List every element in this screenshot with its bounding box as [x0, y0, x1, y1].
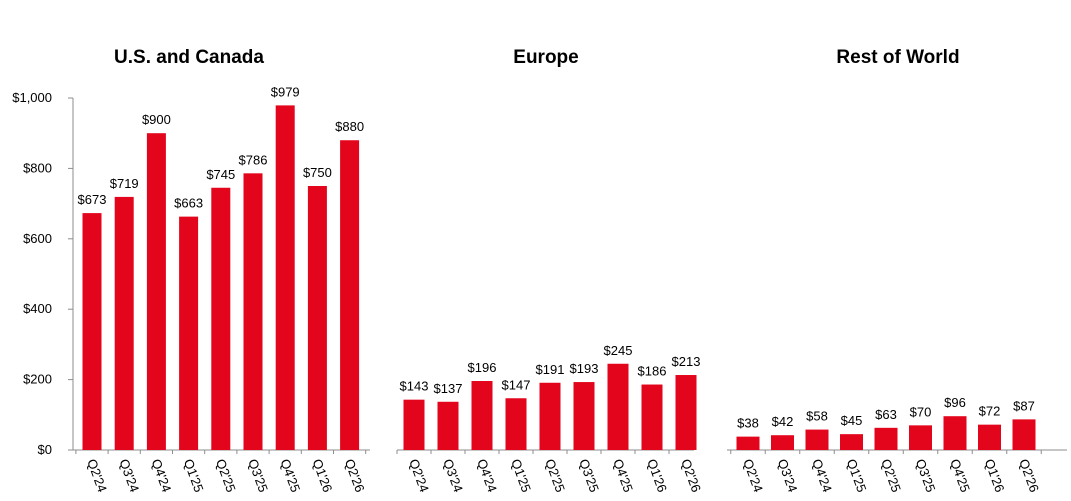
panel-title: U.S. and Canada [114, 47, 264, 68]
data-label: $186 [638, 364, 667, 379]
x-tick-label: Q4'25 [947, 457, 973, 494]
x-tick-label: Q2'25 [878, 457, 904, 494]
x-tick-label: Q2'25 [213, 457, 239, 494]
x-tick-label: Q2'24 [740, 457, 766, 494]
data-label: $72 [979, 404, 1001, 419]
data-label: $147 [502, 377, 531, 392]
panel-europe: Europe $143 Q2'24 $137 Q3'24 $196 Q4'24 $147 Q1… [396, 47, 704, 494]
bar [437, 401, 459, 450]
panel-title: Europe [513, 47, 578, 68]
x-tick-label: Q2'26 [342, 457, 368, 494]
bar [340, 140, 360, 451]
data-label: $137 [434, 381, 463, 396]
x-tick-label: Q1'25 [181, 457, 207, 494]
data-label: $96 [944, 395, 966, 410]
y-axis: $0 $200 $400 $600 $800 $1,000 [12, 90, 74, 457]
x-tick-label: Q4'24 [149, 457, 175, 494]
data-label: $213 [672, 354, 701, 369]
data-label: $42 [772, 414, 794, 429]
bar [82, 213, 102, 450]
x-tick-label: Q4'25 [610, 457, 636, 494]
data-label: $719 [110, 176, 139, 191]
data-label: $63 [875, 407, 897, 422]
x-tick-label: Q3'25 [245, 457, 271, 494]
bar [978, 424, 1001, 450]
bar [539, 382, 561, 450]
data-label: $70 [910, 404, 932, 419]
bar [607, 363, 629, 450]
bar [403, 399, 425, 450]
bar [805, 429, 829, 450]
y-tick-label: $800 [23, 160, 52, 175]
x-tick-label: Q2'24 [406, 457, 432, 494]
x-tick-label: Q3'25 [913, 457, 939, 494]
bar [675, 375, 697, 450]
bar [243, 173, 263, 450]
data-label: $979 [271, 84, 300, 99]
data-label: $750 [303, 165, 332, 180]
bar [146, 133, 166, 450]
x-tick-label: Q1'26 [982, 457, 1008, 494]
bar [736, 436, 760, 450]
y-tick-label: $600 [23, 231, 52, 246]
data-label: $38 [737, 416, 759, 431]
data-label: $786 [239, 152, 268, 167]
x-tick-label: Q2'25 [542, 457, 568, 494]
x-tick-label: Q1'26 [644, 457, 670, 494]
data-label: $87 [1013, 398, 1035, 413]
x-tick-label: Q4'24 [809, 457, 835, 494]
bar [909, 425, 932, 450]
y-tick-label: $400 [23, 301, 52, 316]
x-tick-label: Q2'26 [678, 457, 704, 494]
bar [505, 398, 527, 450]
data-label: $191 [536, 362, 565, 377]
bar [1012, 419, 1036, 450]
data-label: $245 [604, 343, 633, 358]
bar [874, 427, 898, 450]
x-tick-label: Q4'25 [277, 457, 303, 494]
data-label: $193 [570, 361, 599, 376]
x-tick-label: Q1'25 [844, 457, 870, 494]
x-tick-label: Q3'24 [440, 457, 466, 494]
data-label: $58 [806, 409, 828, 424]
x-tick-label: Q4'24 [474, 457, 500, 494]
bar [641, 384, 663, 450]
data-label: $900 [142, 112, 171, 127]
x-tick-label: Q3'24 [116, 457, 142, 494]
data-label: $45 [841, 413, 863, 428]
data-label: $663 [174, 196, 203, 211]
bar [943, 416, 967, 450]
bar [179, 216, 199, 450]
data-label: $880 [335, 119, 364, 134]
x-tick-label: Q1'25 [508, 457, 534, 494]
x-tick-label: Q2'26 [1016, 457, 1042, 494]
x-tick-label: Q3'24 [775, 457, 801, 494]
y-tick-label: $200 [23, 372, 52, 387]
data-label: $673 [78, 192, 107, 207]
bar [114, 196, 134, 450]
bar [307, 186, 327, 450]
bar [840, 434, 863, 450]
panel-title: Rest of World [836, 47, 959, 68]
bar [275, 105, 295, 450]
x-tick-label: Q2'24 [84, 457, 110, 494]
panel-rest-of-world: Rest of World $38 Q2'24 $42 Q3'24 $58 Q4'24 $4… [727, 47, 1067, 494]
bar [211, 187, 231, 450]
data-label: $143 [400, 379, 429, 394]
data-label: $745 [206, 167, 235, 182]
y-tick-label: $1,000 [12, 90, 52, 105]
data-label: $196 [468, 360, 497, 375]
x-tick-label: Q1'26 [310, 457, 336, 494]
bar [771, 435, 794, 450]
panel-us-canada: U.S. and Canada $673 Q2'24 $719 Q3'24 $900 Q4… [73, 47, 370, 494]
bar [573, 382, 595, 450]
y-tick-label: $0 [38, 442, 52, 457]
x-tick-label: Q3'25 [576, 457, 602, 494]
bar [471, 381, 493, 450]
